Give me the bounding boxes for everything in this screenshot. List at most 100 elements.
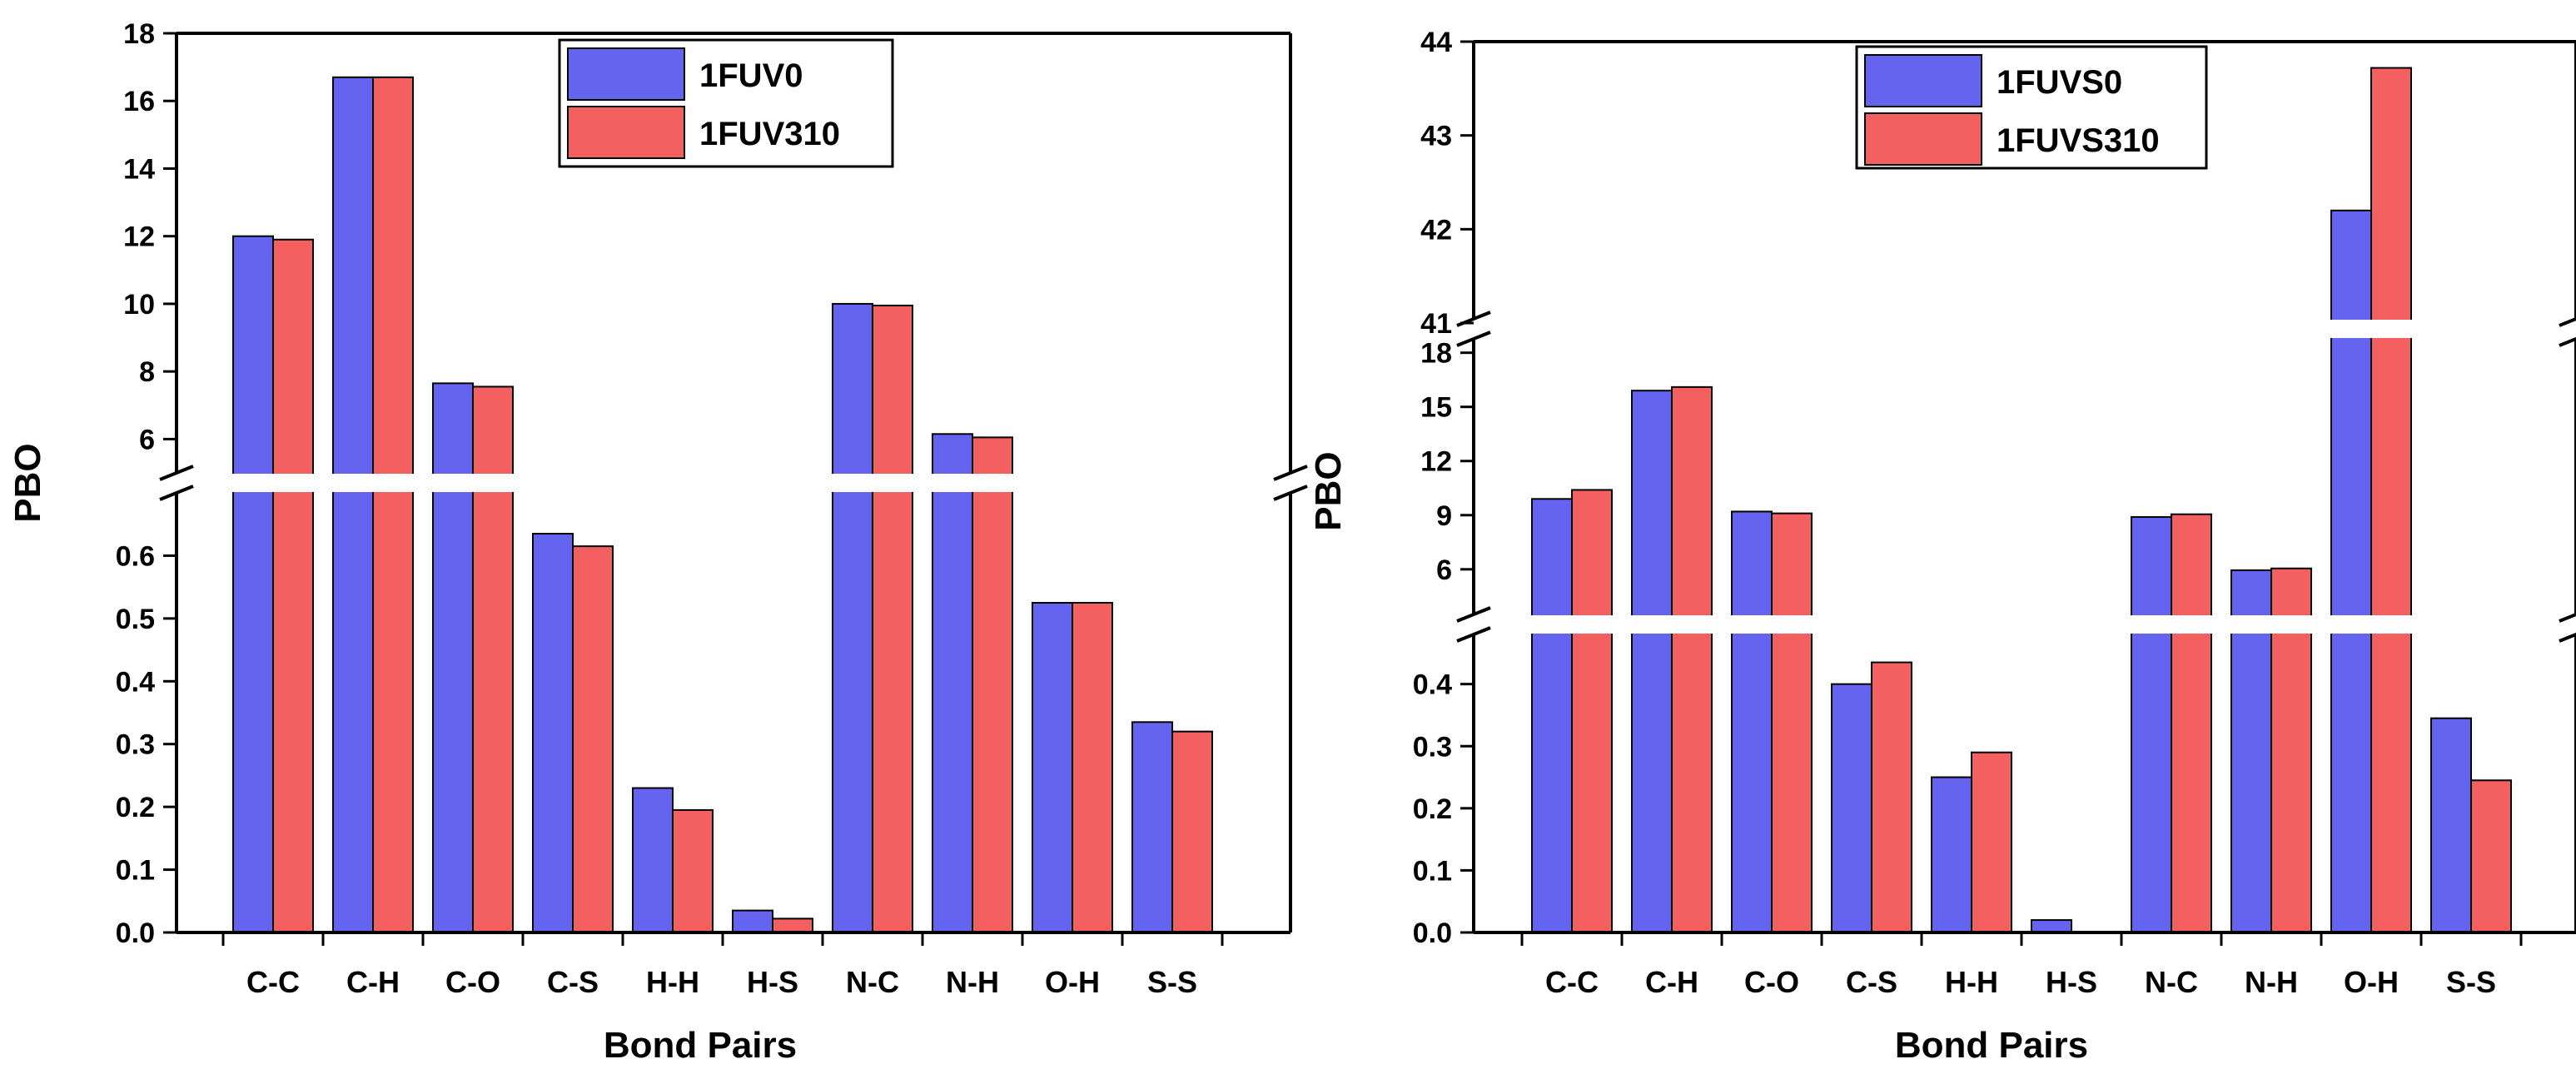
- break-mark: [1456, 606, 1491, 623]
- legend-swatch-1fuvs0: [1864, 54, 1982, 107]
- bar-1fuv0-c-c: [232, 235, 274, 933]
- bar-1fuv310-c-s: [572, 545, 614, 933]
- y-tick-label: 0.6: [116, 540, 155, 572]
- x-tick-label: N-H: [2245, 965, 2298, 999]
- y-tick-label: 42: [1420, 214, 1452, 246]
- y-tick-label: 0.1: [1413, 855, 1452, 887]
- bar-1fuv310-o-h: [1072, 602, 1113, 933]
- bar-1fuvs310-h-h: [1971, 751, 2012, 933]
- x-tick-label: C-C: [246, 965, 300, 999]
- x-tick-label: C-O: [1744, 965, 1799, 999]
- legend-label: 1FUVS0: [1997, 64, 2122, 101]
- y-tick-label: 0.3: [116, 729, 155, 761]
- bar-1fuv0-h-h: [632, 787, 674, 933]
- bar-1fuv0-c-o: [432, 382, 474, 934]
- bar-1fuvs0-o-h: [2330, 209, 2372, 934]
- bar-1fuvs310-c-s: [1871, 661, 1912, 933]
- y-tick-label: 0.3: [1413, 731, 1452, 763]
- y-tick-label: 12: [123, 221, 155, 253]
- bar-1fuvs310-c-h: [1671, 385, 1713, 933]
- y-tick-label: 12: [1420, 446, 1452, 478]
- axis-gap: [1470, 320, 1477, 338]
- y-tick-label: 44: [1420, 27, 1452, 58]
- y-tick-label: 6: [1436, 554, 1452, 586]
- x-tick-label: S-S: [2446, 965, 2496, 999]
- axis-break-strip: [1475, 320, 2574, 338]
- left-chart: C-C C-H C-O C-S H-H H-S N-C N-H O-H S-S 0.0 0.1 0.2 0…: [7, 18, 1308, 1066]
- break-mark: [1456, 626, 1491, 643]
- bar-1fuvs0-h-s: [2031, 919, 2072, 934]
- bar-1fuv310-n-c: [872, 304, 913, 933]
- bar-1fuvs310-c-c: [1571, 489, 1613, 933]
- legend-swatch-1fuv310: [567, 106, 685, 159]
- y-tick-label: 0.1: [116, 855, 155, 887]
- y-tick-label: 0.2: [116, 792, 155, 823]
- legend: 1FUV0 1FUV310: [558, 38, 894, 168]
- y-tick-label: 18: [123, 18, 155, 50]
- bar-1fuv0-s-s: [1131, 721, 1173, 933]
- legend-label: 1FUV310: [699, 116, 840, 152]
- axis-gap: [173, 474, 180, 492]
- y-tick-label: 43: [1420, 121, 1452, 152]
- axis-gap: [2573, 615, 2576, 634]
- bar-1fuv0-c-h: [332, 76, 374, 933]
- bar-1fuv0-n-c: [832, 302, 873, 933]
- y-tick-label: 14: [123, 153, 155, 185]
- x-tick-label: C-H: [1645, 965, 1698, 999]
- bar-1fuv310-c-h: [372, 76, 414, 933]
- y-tick-label: 0.5: [116, 604, 155, 635]
- x-tick-label: H-H: [1945, 965, 1998, 999]
- x-tick-label: N-H: [946, 965, 999, 999]
- break-mark: [1273, 465, 1308, 481]
- x-tick-label: N-C: [2145, 965, 2198, 999]
- break-mark: [2559, 612, 2576, 623]
- x-tick-label: O-H: [1045, 965, 1100, 999]
- bar-1fuv310-c-o: [472, 385, 514, 933]
- break-mark: [159, 485, 194, 501]
- y-tick-label: 9: [1436, 500, 1452, 532]
- bar-1fuvs310-o-h: [2370, 67, 2412, 934]
- bar-1fuvs0-h-h: [1931, 776, 1972, 934]
- y-tick-label: 10: [123, 289, 155, 321]
- y-tick-label: 41: [1420, 308, 1452, 340]
- break-mark: [159, 465, 194, 481]
- x-tick-label: C-S: [547, 965, 599, 999]
- break-mark: [2559, 632, 2576, 643]
- axis-break-strip: [1475, 615, 2574, 634]
- legend-label: 1FUV0: [699, 57, 803, 94]
- bar-1fuv310-h-s: [772, 917, 813, 934]
- axis-gap: [1287, 474, 1294, 492]
- bar-1fuv0-c-s: [532, 533, 574, 933]
- y-tick-label: 0.0: [1413, 917, 1452, 949]
- right-chart: C-C C-H C-O C-S H-H H-S N-C N-H O-H S-S 0.0 0.1 0.2 0…: [1308, 27, 2576, 1066]
- y-tick-label: 18: [1420, 338, 1452, 370]
- x-tick-label: C-S: [1846, 965, 1897, 999]
- x-tick-label: H-S: [2046, 965, 2097, 999]
- y-tick-label: 0.2: [1413, 793, 1452, 825]
- y-tick-label: 0.4: [1413, 669, 1452, 701]
- bar-1fuvs310-s-s: [2470, 779, 2512, 933]
- x-tick-label: C-H: [346, 965, 400, 999]
- legend-swatch-1fuvs310: [1864, 112, 1982, 166]
- bar-1fuv310-s-s: [1171, 730, 1213, 934]
- x-tick-label: O-H: [2344, 965, 2399, 999]
- legend-swatch-1fuv0: [567, 47, 685, 101]
- axis-gap: [1470, 615, 1477, 634]
- x-tick-label: S-S: [1147, 965, 1197, 999]
- bar-1fuvs0-n-c: [2131, 515, 2172, 934]
- y-tick-label: 0.4: [116, 666, 155, 698]
- break-mark: [1456, 331, 1491, 347]
- bar-1fuv310-h-h: [672, 808, 714, 934]
- x-tick-label: H-H: [646, 965, 699, 999]
- bar-1fuv310-c-c: [272, 238, 314, 933]
- bar-1fuvs0-s-s: [2430, 717, 2472, 933]
- x-tick-label: H-S: [747, 965, 798, 999]
- bar-1fuvs0-c-o: [1731, 510, 1773, 933]
- break-mark: [2559, 336, 2576, 347]
- bar-1fuvs0-c-c: [1531, 498, 1573, 933]
- y-axis-title: PBO: [7, 443, 48, 522]
- y-tick-label: 6: [139, 424, 155, 455]
- bar-1fuvs0-c-h: [1631, 390, 1673, 933]
- bar-1fuv0-n-h: [932, 433, 973, 933]
